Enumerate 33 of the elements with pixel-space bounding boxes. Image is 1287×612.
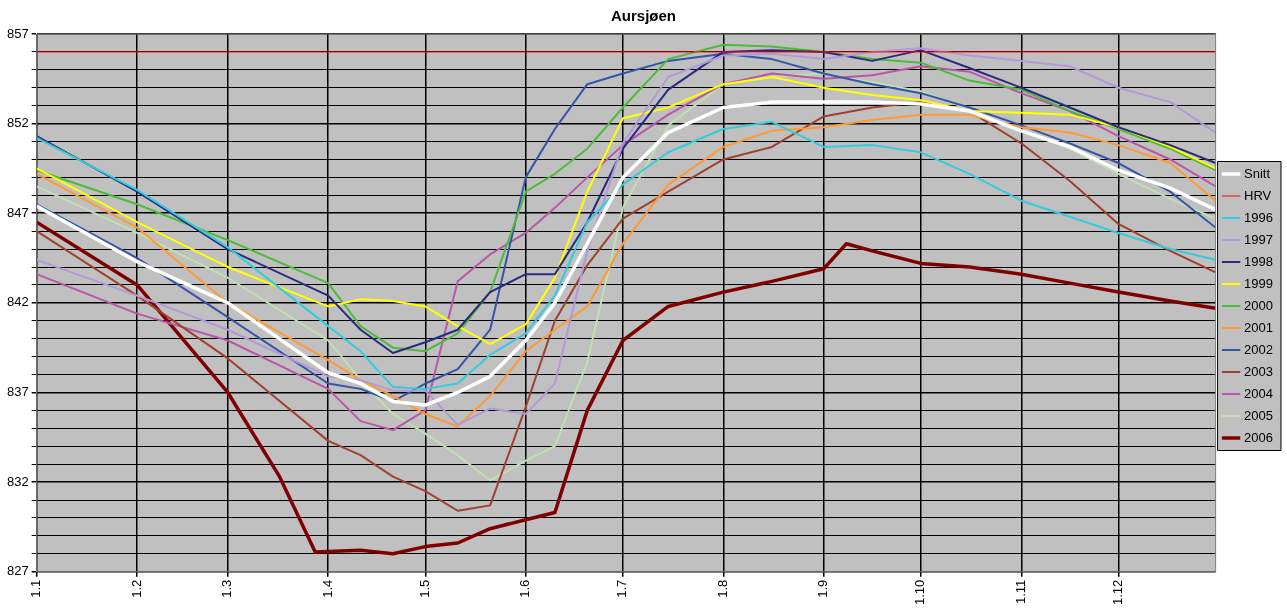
legend-label: 2001 (1244, 319, 1273, 335)
x-tick-label: 1.10 (912, 579, 928, 606)
legend-label: 2006 (1244, 429, 1273, 445)
y-tick-label: 827 (6, 563, 29, 579)
x-tick-label: 1.4 (319, 579, 335, 598)
x-tick-label: 1.7 (614, 579, 630, 598)
legend-label: HRV (1244, 187, 1272, 203)
legend-label: 2002 (1244, 341, 1273, 357)
legend-label: Snitt (1244, 165, 1271, 181)
legend-label: 2000 (1244, 297, 1273, 313)
y-tick-label: 847 (6, 204, 29, 220)
y-tick-label: 852 (6, 115, 29, 131)
y-tick-label: 837 (6, 384, 29, 400)
y-tick-label: 842 (6, 294, 29, 310)
legend-label: 1997 (1244, 231, 1273, 247)
x-tick-label: 1.8 (714, 579, 730, 598)
chart-title: Aursjøen (610, 7, 677, 25)
legend-label: 1996 (1244, 209, 1273, 225)
x-tick-label: 1.2 (128, 579, 144, 598)
legend-label: 2003 (1244, 363, 1273, 379)
x-tick-label: 1.3 (219, 579, 235, 598)
x-tick-label: 1.9 (815, 579, 831, 598)
legend-label: 1998 (1244, 253, 1273, 269)
legend-label: 2004 (1244, 385, 1273, 401)
legend-label: 1999 (1244, 275, 1273, 291)
x-tick-label: 1.12 (1110, 579, 1125, 606)
x-tick-label: 1.6 (517, 579, 533, 598)
x-tick-label: 1.1 (28, 579, 44, 598)
y-tick-label: 832 (6, 473, 29, 489)
x-tick-label: 1.5 (416, 579, 432, 598)
y-tick-label: 857 (6, 25, 29, 41)
legend-label: 2005 (1244, 407, 1273, 423)
x-tick-label: 1.11 (1012, 579, 1028, 605)
